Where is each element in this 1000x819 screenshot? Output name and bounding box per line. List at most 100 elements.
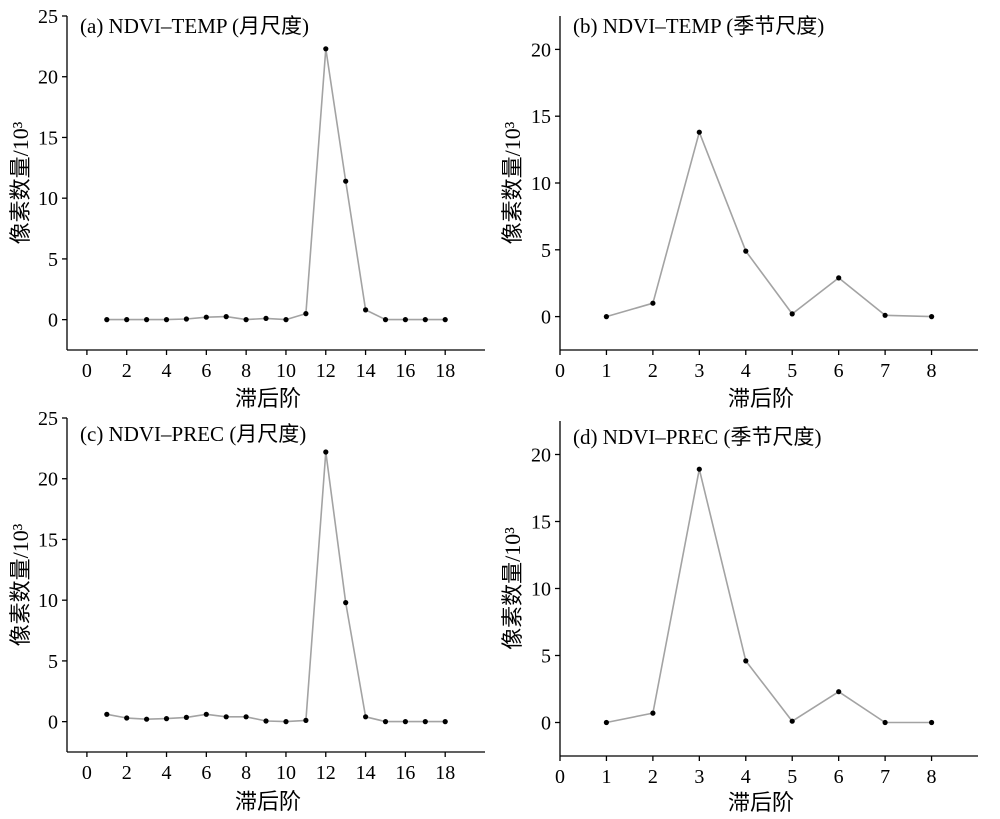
x-tick-label: 4 (162, 762, 172, 784)
y-tick-label: 10 (38, 590, 58, 612)
series-line (106, 451, 446, 723)
panel-title: (c) NDVI–PREC (月尺度) (80, 422, 306, 446)
x-tick-label: 12 (316, 762, 336, 784)
data-point (402, 719, 408, 725)
panel-title: (b) NDVI–TEMP (季节尺度) (573, 14, 824, 38)
x-tick-label: 2 (648, 360, 658, 382)
data-point (696, 466, 702, 472)
y-tick-label: 15 (38, 127, 58, 149)
data-point (124, 715, 130, 721)
x-tick-label: 0 (82, 762, 92, 784)
data-point (442, 719, 448, 725)
data-point (163, 716, 170, 722)
panel-d: 0 5 10 15 20 0 1 2 3 4 5 6 7 8 (d) NDVI–PREC (季节尺度) 滞后阶… (500, 421, 978, 815)
x-tick-label: 14 (356, 360, 376, 382)
data-point (422, 317, 428, 323)
data-point (243, 714, 249, 720)
data-point (124, 317, 130, 323)
y-tick-label: 15 (531, 106, 551, 128)
data-point (789, 311, 795, 317)
y-tick-label: 5 (541, 240, 551, 262)
y-tick-label: 0 (541, 307, 551, 329)
x-tick-label: 16 (395, 360, 415, 382)
data-point (343, 600, 349, 606)
data-point (743, 248, 749, 254)
data-point (382, 719, 389, 725)
data-point (323, 449, 329, 455)
x-tick-label: 0 (555, 360, 565, 382)
data-point (650, 710, 656, 716)
panel-c: 0 5 10 15 20 25 0 2 4 6 8 10 12 14 16 18 (c) NDVI–PREC (… (8, 408, 485, 814)
y-tick-label: 15 (531, 512, 551, 534)
panel-b: 0 5 10 15 20 0 1 2 3 4 5 6 7 8 (b) NDVI–TEMP (季节尺度) 滞后阶… (500, 14, 978, 411)
panel-title: (a) NDVI–TEMP (月尺度) (80, 14, 309, 38)
x-tick-label: 8 (241, 360, 251, 382)
data-point (223, 714, 229, 720)
x-tick-label: 0 (82, 360, 92, 382)
y-tick-label: 5 (48, 249, 58, 271)
x-tick-label: 1 (601, 766, 611, 788)
data-point (882, 312, 888, 318)
data-point (303, 311, 309, 317)
data-point (743, 658, 749, 664)
x-tick-label: 8 (241, 762, 251, 784)
y-tick-label: 15 (38, 529, 58, 551)
x-tick-label: 3 (694, 360, 704, 382)
data-point (183, 714, 189, 721)
data-point (223, 314, 229, 320)
data-point (929, 719, 935, 726)
x-tick-label: 2 (122, 762, 132, 784)
x-tick-label: 12 (316, 360, 336, 382)
x-tick-label: 6 (201, 762, 211, 784)
x-tick-label: 0 (555, 766, 565, 788)
y-axis-label: 像素数量/10³ (500, 121, 525, 244)
x-tick-label: 3 (694, 766, 704, 788)
y-axis-label: 像素数量/10³ (500, 527, 525, 650)
y-axis-label: 像素数量/10³ (8, 121, 33, 244)
x-axis-label: 滞后阶 (235, 386, 301, 411)
data-point (696, 129, 702, 135)
y-tick-label: 5 (48, 651, 58, 673)
x-tick-label: 4 (162, 360, 172, 382)
series-line (606, 468, 932, 724)
x-tick-label: 4 (741, 766, 751, 788)
data-point (283, 317, 289, 323)
data-point (882, 719, 888, 726)
data-point (603, 719, 610, 726)
x-tick-label: 4 (741, 360, 751, 382)
x-tick-label: 10 (276, 360, 296, 382)
data-point (203, 711, 209, 717)
y-tick-label: 20 (531, 39, 551, 61)
data-point (836, 689, 842, 695)
data-point (283, 719, 289, 725)
x-tick-label: 5 (787, 766, 797, 788)
x-tick-label: 6 (201, 360, 211, 382)
x-axis-label: 滞后阶 (728, 386, 794, 411)
x-tick-label: 16 (395, 762, 415, 784)
y-tick-label: 20 (38, 67, 58, 89)
data-point (789, 718, 795, 724)
data-point (422, 719, 428, 725)
x-tick-label: 1 (601, 360, 611, 382)
data-point (144, 716, 150, 722)
x-tick-label: 14 (356, 762, 376, 784)
data-point (603, 314, 610, 320)
x-tick-label: 8 (927, 766, 937, 788)
x-tick-label: 2 (122, 360, 132, 382)
x-tick-label: 7 (880, 766, 890, 788)
data-point (183, 316, 189, 322)
data-point (402, 317, 408, 323)
y-tick-label: 25 (38, 408, 58, 430)
x-axis-label: 滞后阶 (728, 790, 794, 815)
panel-title: (d) NDVI–PREC (季节尺度) (573, 425, 821, 449)
x-tick-label: 7 (880, 360, 890, 382)
x-tick-label: 6 (834, 360, 844, 382)
y-tick-label: 25 (38, 6, 58, 28)
y-axis-label: 像素数量/10³ (8, 523, 33, 646)
y-tick-label: 20 (38, 469, 58, 491)
series-line (106, 47, 446, 321)
data-point (243, 317, 249, 323)
data-point (650, 300, 656, 306)
x-tick-label: 2 (648, 766, 658, 788)
